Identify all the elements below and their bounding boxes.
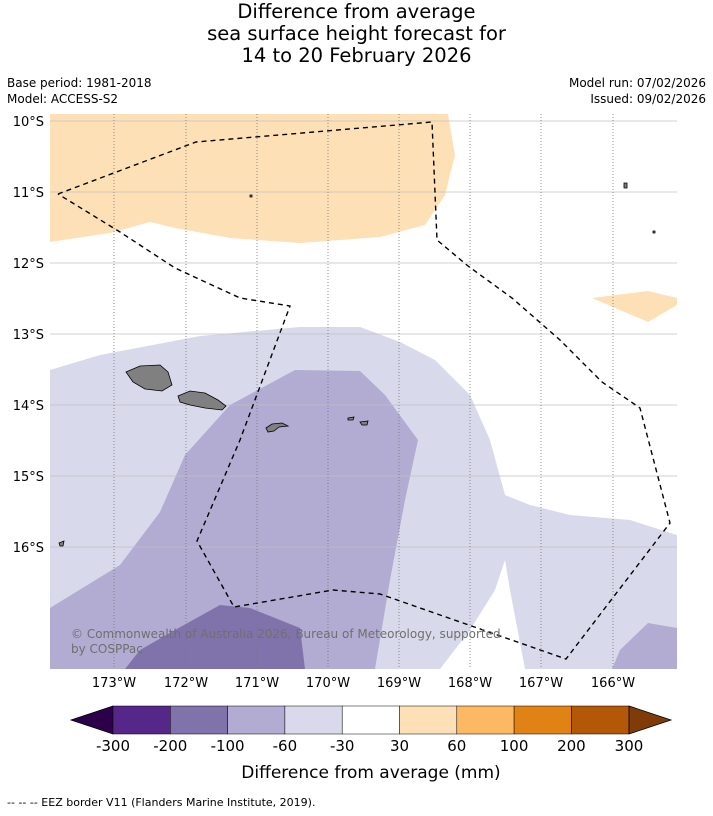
island-upolu bbox=[177, 390, 227, 411]
lon-label-168w: 168°W bbox=[448, 676, 492, 691]
colorbar-bin-3 bbox=[227, 705, 286, 735]
lat-label-12s: 12°S bbox=[13, 257, 44, 272]
colorbar-bin-4 bbox=[284, 705, 343, 735]
island-savaii bbox=[125, 364, 173, 392]
lon-label-166w: 166°W bbox=[591, 676, 635, 691]
colorbar-extend-high bbox=[628, 705, 673, 735]
colorbar-bin-7 bbox=[456, 705, 515, 735]
colorbar-tick-8: 100 bbox=[500, 737, 529, 755]
contour-neg-100-200 bbox=[125, 605, 305, 669]
model-name: Model: ACCESS-S2 bbox=[7, 92, 119, 106]
lon-label-167w: 167°W bbox=[519, 676, 563, 691]
lat-label-13s: 13°S bbox=[13, 328, 44, 343]
lat-label-11s: 11°S bbox=[13, 186, 44, 201]
latitude-labels: 10°S 11°S 12°S 13°S 14°S 15°S 16°S bbox=[13, 115, 44, 556]
copyright-line-2: by COSPPac bbox=[71, 642, 143, 656]
land-samoa bbox=[58, 182, 656, 547]
lon-label-170w: 170°W bbox=[306, 676, 350, 691]
longitude-labels: 173°W 172°W 171°W 170°W 169°W 168°W 167°… bbox=[92, 676, 635, 691]
island-swains bbox=[623, 182, 628, 189]
island-east-dot bbox=[652, 230, 656, 234]
colorbar-tick-6: 30 bbox=[390, 737, 409, 755]
colorbar-title: Difference from average (mm) bbox=[241, 763, 500, 783]
issued-date: Issued: 09/02/2026 bbox=[590, 92, 706, 106]
lon-label-169w: 169°W bbox=[377, 676, 421, 691]
lat-label-14s: 14°S bbox=[13, 399, 44, 414]
colorbar-bin-2 bbox=[170, 705, 228, 735]
latitude-grid bbox=[50, 120, 677, 548]
lon-label-172w: 172°W bbox=[164, 676, 208, 691]
map-title: Difference from average sea surface heig… bbox=[0, 1, 713, 67]
island-tutuila bbox=[265, 422, 290, 433]
colorbar-bin-1 bbox=[112, 705, 171, 735]
colorbar-tick-1: -300 bbox=[96, 737, 130, 755]
contour-pos-30-60-east bbox=[592, 291, 677, 322]
lat-label-16s: 16°S bbox=[13, 541, 44, 556]
copyright-line-1: © Commonwealth of Australia 2026, Bureau… bbox=[71, 627, 501, 641]
lon-label-173w: 173°W bbox=[92, 676, 136, 691]
meta-right: Model run: 07/02/2026 Issued: 09/02/2026 bbox=[569, 75, 706, 107]
base-period: Base period: 1981-2018 bbox=[7, 76, 152, 90]
title-line-3: 14 to 20 February 2026 bbox=[241, 44, 472, 67]
colorbar-bin-6 bbox=[399, 705, 458, 735]
colorbar-tick-9: 200 bbox=[557, 737, 586, 755]
colorbar-tick-4: -60 bbox=[273, 737, 298, 755]
contour-pos-30-60-north bbox=[50, 114, 455, 243]
eez-border bbox=[57, 121, 671, 660]
colorbar-tick-3: -100 bbox=[211, 737, 245, 755]
island-ofu bbox=[347, 416, 355, 421]
lat-label-15s: 15°S bbox=[13, 470, 44, 485]
contour-neg-60-100-main bbox=[50, 370, 418, 669]
title-line-2: sea surface height forecast for bbox=[207, 22, 506, 45]
map-area[interactable]: © Commonwealth of Australia 2026, Bureau… bbox=[50, 114, 677, 669]
model-run: Model run: 07/02/2026 bbox=[568, 76, 706, 90]
title-line-1: Difference from average bbox=[237, 0, 476, 23]
lat-label-10s: 10°S bbox=[13, 115, 44, 130]
longitude-grid bbox=[113, 114, 614, 669]
eez-footnote: -- -- -- EEZ border V11 (Flanders Marine… bbox=[7, 796, 316, 809]
colorbar-tick-7: 60 bbox=[447, 737, 466, 755]
colorbar-bin-8 bbox=[513, 705, 572, 735]
colorbar-extend-low bbox=[69, 705, 114, 735]
colorbar-bin-9 bbox=[571, 705, 630, 735]
island-tau bbox=[359, 420, 369, 426]
colorbar: -300 -200 -100 -60 -30 30 60 100 200 300… bbox=[69, 705, 673, 783]
contour-neg-60-100-se bbox=[612, 623, 677, 669]
colorbar-tick-5: -30 bbox=[330, 737, 355, 755]
meta-left: Base period: 1981-2018 Model: ACCESS-S2 bbox=[7, 75, 152, 107]
colorbar-tick-2: -200 bbox=[153, 737, 187, 755]
map-figure: © Commonwealth of Australia 2026, Bureau… bbox=[13, 114, 677, 783]
colorbar-bin-5 bbox=[341, 705, 400, 735]
island-north-dot bbox=[249, 194, 253, 198]
lon-label-171w: 171°W bbox=[235, 676, 279, 691]
colorbar-tick-10: 300 bbox=[615, 737, 644, 755]
island-west-small bbox=[58, 540, 65, 547]
